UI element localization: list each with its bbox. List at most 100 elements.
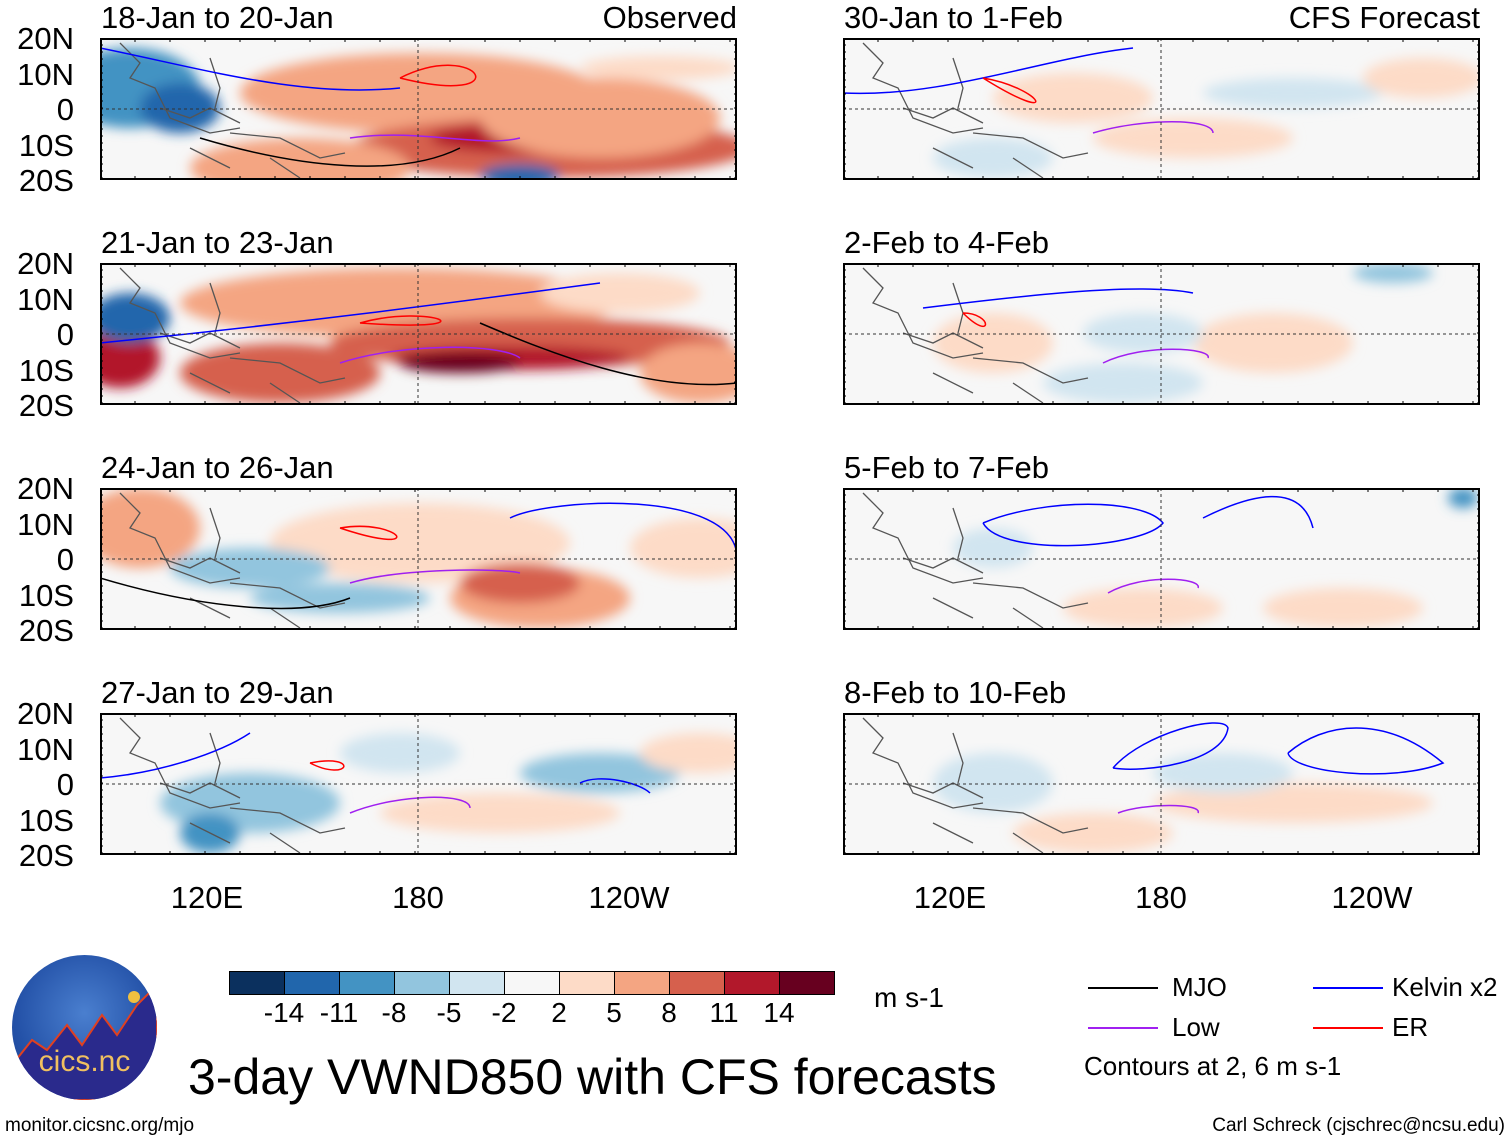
shading-blob: [100, 328, 160, 388]
coastline: [119, 42, 346, 179]
contour-line: [1117, 804, 1199, 814]
colorbar-label: 11: [709, 997, 739, 1028]
lat-label: 10S: [18, 577, 74, 613]
panel-title: 5-Feb to 7-Feb: [844, 450, 1050, 485]
panel-title: 21-Jan to 23-Jan: [101, 225, 334, 260]
lon-label-120w-right: 120W: [1331, 880, 1413, 915]
footer-credit: Carl Schreck (cjschrec@ncsu.edu): [1212, 1115, 1505, 1136]
legend-line-er: [1313, 1027, 1383, 1029]
colorbar-swatch: [230, 972, 285, 994]
lat-label: 10N: [17, 506, 74, 542]
lat-label: 10N: [17, 56, 74, 92]
lat-label: 10S: [18, 127, 74, 163]
lat-label: 0: [56, 317, 74, 352]
contour-line: [199, 137, 461, 167]
map-panel: [843, 38, 1480, 180]
contour-line: [339, 346, 521, 364]
panel-title: 2-Feb to 4-Feb: [844, 225, 1050, 260]
colorbar-label: -11: [319, 997, 359, 1028]
shading-blob: [1083, 313, 1203, 353]
colorbar: [229, 971, 835, 995]
map-panel: [100, 713, 737, 855]
shading-blob: [140, 83, 220, 133]
lat-label: 20N: [17, 246, 74, 281]
lat-label: 0: [56, 92, 74, 127]
contour-line: [922, 288, 1194, 309]
shading-blob: [1448, 488, 1478, 508]
contour-line: [509, 502, 737, 559]
shading-blob: [460, 563, 580, 603]
contour-line: [1107, 578, 1199, 594]
panel-title: 8-Feb to 10-Feb: [844, 675, 1067, 710]
colorbar-label: -8: [381, 997, 407, 1028]
lat-label: 10N: [17, 281, 74, 317]
figure-title: 3-day VWND850 with CFS forecasts: [188, 1049, 997, 1105]
shading-blob: [1363, 58, 1480, 98]
lon-label-180-right: 180: [1135, 880, 1187, 915]
contour-line: [399, 64, 477, 87]
contour-line: [309, 760, 345, 771]
map-panel: [843, 488, 1480, 630]
coastline: [862, 42, 1089, 179]
colorbar-label: -2: [491, 997, 517, 1028]
lon-label-120e: 120E: [170, 880, 244, 915]
legend-label-mjo: MJO: [1172, 972, 1227, 1002]
shading-blob: [933, 753, 1053, 813]
panel-tag: Observed: [602, 0, 737, 35]
colorbar-label: 8: [661, 997, 677, 1028]
colorbar-label: -14: [263, 997, 305, 1028]
shading-blob: [340, 733, 460, 773]
lat-label: 20N: [17, 21, 74, 56]
contour-line: [1202, 495, 1314, 529]
colorbar-label: 2: [551, 997, 567, 1028]
contour-line: [339, 525, 398, 541]
legend-line-mjo: [1088, 987, 1158, 989]
contour-line: [100, 47, 401, 91]
contour-line: [100, 282, 601, 344]
map-panel: [100, 488, 737, 630]
lat-label: 20S: [18, 388, 74, 423]
colorbar-swatch: [725, 972, 780, 994]
panel-title: 30-Jan to 1-Feb: [844, 0, 1063, 35]
shading-blob: [270, 503, 570, 583]
legend-line-kelvin: [1313, 987, 1383, 989]
shading-blob: [580, 56, 737, 80]
coastline: [119, 717, 346, 854]
shading-blob: [380, 793, 620, 833]
shading-blob: [1263, 588, 1423, 628]
shading-blob: [540, 273, 700, 313]
contour-line: [100, 577, 351, 610]
contour-line: [579, 778, 651, 794]
panel-title: 27-Jan to 29-Jan: [101, 675, 334, 710]
shading-blob: [520, 753, 680, 793]
footer-url: monitor.cicsnc.org/mjo: [5, 1115, 195, 1136]
shading-blob: [180, 343, 380, 403]
shading-blob: [1353, 263, 1433, 283]
colorbar-swatch: [615, 972, 670, 994]
colorbar-swatch: [780, 972, 834, 994]
lon-label-120e-right: 120E: [913, 880, 987, 915]
colorbar-swatch: [285, 972, 340, 994]
colorbar-swatch: [340, 972, 395, 994]
colorbar-units: m s-1: [874, 982, 944, 1013]
shading-blob: [630, 518, 737, 578]
lat-label: 20N: [17, 696, 74, 731]
contour-line: [359, 315, 442, 326]
shading-blob: [250, 583, 430, 613]
shading-blob: [933, 138, 1053, 178]
colorbar-swatch: [670, 972, 725, 994]
contour-line: [349, 134, 521, 142]
colorbar-swatch: [560, 972, 615, 994]
shading-blob: [170, 548, 330, 588]
contour-line: [982, 77, 1037, 104]
legend-label-er: ER: [1392, 1012, 1429, 1042]
contour-line: [349, 796, 471, 814]
map-panel: [100, 38, 737, 180]
lat-label: 10N: [17, 731, 74, 767]
coastline: [119, 267, 346, 404]
legend-line-low: [1088, 1027, 1158, 1029]
shading-blob: [100, 293, 170, 343]
colorbar-swatch: [450, 972, 505, 994]
lat-label: 10S: [18, 352, 74, 388]
